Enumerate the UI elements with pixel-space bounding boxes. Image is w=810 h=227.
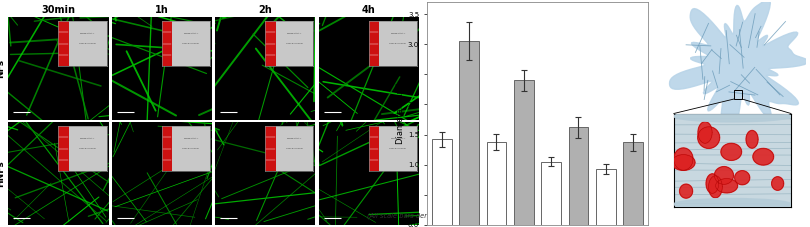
Bar	[514, 80, 534, 225]
Bar	[569, 127, 588, 225]
Y-axis label: Diameter (μm): Diameter (μm)	[396, 82, 405, 145]
Text: 1h: 1h	[155, 5, 168, 15]
Polygon shape	[670, 0, 808, 136]
Text: 4h: 4h	[362, 5, 376, 15]
Bar	[541, 162, 561, 225]
Text: 30min: 30min	[41, 5, 75, 15]
Y-axis label: NFs: NFs	[0, 59, 6, 78]
Bar	[734, 90, 742, 99]
Bar	[432, 139, 452, 225]
Bar	[487, 142, 506, 225]
Text: (All scale bars denote 5 μm): (All scale bars denote 5 μm)	[367, 212, 461, 219]
Y-axis label: HNFs: HNFs	[0, 160, 6, 187]
Text: 2h: 2h	[258, 5, 272, 15]
Bar	[623, 142, 643, 225]
Bar	[459, 41, 479, 225]
Bar	[596, 169, 616, 225]
